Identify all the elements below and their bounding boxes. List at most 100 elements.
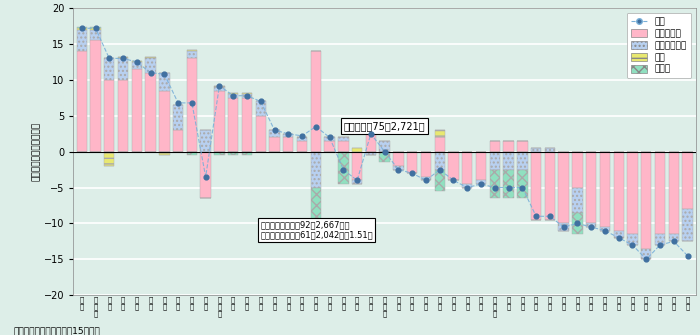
- Bar: [352, 152, 363, 180]
- Text: 全国平均：75万2,721円: 全国平均：75万2,721円: [344, 121, 426, 131]
- Bar: [435, 170, 445, 191]
- Point: [572, 221, 583, 226]
- Y-axis label: （万円）全国平均との差: （万円）全国平均との差: [32, 122, 41, 181]
- Bar: [586, 152, 596, 223]
- Bar: [503, 141, 514, 152]
- Bar: [379, 141, 390, 152]
- Bar: [365, 130, 376, 152]
- Point: [90, 25, 101, 31]
- Bar: [614, 152, 624, 230]
- Point: [545, 214, 556, 219]
- Bar: [393, 152, 404, 166]
- Bar: [187, 50, 197, 51]
- Bar: [118, 58, 128, 80]
- Bar: [641, 249, 652, 259]
- Bar: [241, 98, 252, 152]
- Bar: [90, 41, 101, 152]
- Bar: [297, 141, 307, 152]
- Bar: [228, 94, 239, 98]
- Bar: [228, 98, 239, 152]
- Bar: [448, 152, 458, 180]
- Point: [310, 124, 321, 129]
- Bar: [476, 180, 486, 184]
- Bar: [352, 180, 363, 184]
- Bar: [668, 152, 679, 234]
- Bar: [146, 58, 155, 73]
- Bar: [682, 152, 693, 209]
- Point: [255, 99, 266, 104]
- Bar: [324, 141, 335, 152]
- Bar: [407, 152, 417, 173]
- Bar: [600, 152, 610, 227]
- Point: [296, 133, 307, 139]
- Bar: [297, 137, 307, 141]
- Bar: [270, 130, 280, 137]
- Bar: [241, 93, 252, 94]
- Point: [365, 131, 377, 136]
- Bar: [228, 152, 239, 155]
- Bar: [489, 170, 500, 198]
- Bar: [393, 166, 404, 170]
- Bar: [90, 30, 101, 41]
- Bar: [503, 152, 514, 170]
- Bar: [283, 137, 293, 152]
- Bar: [435, 137, 445, 152]
- Bar: [545, 152, 555, 220]
- Bar: [200, 130, 211, 152]
- Bar: [256, 102, 266, 116]
- Bar: [159, 152, 169, 155]
- Bar: [283, 134, 293, 137]
- Point: [407, 171, 418, 176]
- Bar: [270, 137, 280, 152]
- Bar: [159, 91, 169, 152]
- Bar: [200, 152, 211, 198]
- Point: [393, 167, 404, 172]
- Bar: [586, 223, 596, 227]
- Point: [668, 239, 680, 244]
- Point: [241, 93, 253, 98]
- Bar: [214, 91, 225, 152]
- Bar: [545, 148, 555, 152]
- Bar: [627, 234, 638, 245]
- Point: [283, 131, 294, 136]
- Bar: [173, 130, 183, 152]
- Bar: [118, 80, 128, 152]
- Bar: [531, 152, 541, 220]
- Bar: [655, 152, 665, 234]
- Bar: [214, 152, 225, 155]
- Bar: [435, 130, 445, 137]
- Point: [337, 167, 349, 172]
- Point: [489, 185, 500, 190]
- Bar: [365, 152, 376, 155]
- Point: [434, 167, 445, 172]
- Legend: 総数, 入院＋食事, 入院外＋調剤, 歯科, その他: 総数, 入院＋食事, 入院外＋調剤, 歯科, その他: [626, 13, 692, 78]
- Text: 資料：厚生労働省（平成15年度）: 資料：厚生労働省（平成15年度）: [14, 326, 101, 335]
- Bar: [489, 141, 500, 152]
- Point: [76, 25, 88, 31]
- Bar: [241, 152, 252, 155]
- Bar: [462, 152, 472, 184]
- Point: [531, 214, 542, 219]
- Point: [145, 70, 156, 75]
- Point: [558, 224, 569, 230]
- Bar: [503, 170, 514, 198]
- Bar: [682, 209, 693, 242]
- Bar: [76, 30, 87, 51]
- Point: [159, 71, 170, 77]
- Bar: [132, 61, 142, 62]
- Bar: [187, 51, 197, 58]
- Point: [324, 135, 335, 140]
- Point: [517, 185, 528, 190]
- Bar: [132, 62, 142, 69]
- Point: [269, 128, 280, 133]
- Point: [379, 149, 391, 154]
- Bar: [90, 27, 101, 28]
- Bar: [462, 184, 472, 188]
- Point: [214, 83, 225, 88]
- Point: [599, 228, 610, 233]
- Bar: [627, 152, 638, 234]
- Bar: [600, 227, 610, 230]
- Bar: [173, 105, 183, 130]
- Point: [104, 56, 115, 61]
- Bar: [214, 87, 225, 91]
